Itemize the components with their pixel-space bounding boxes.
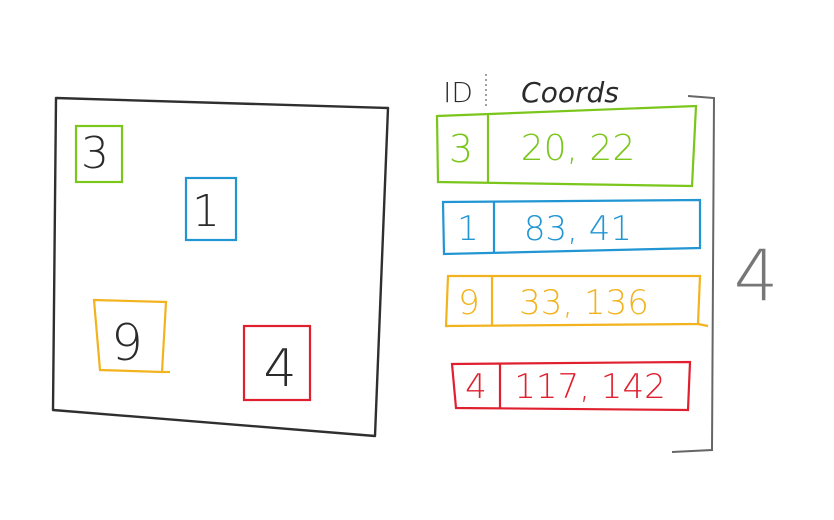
- row-id-cell: 4: [465, 367, 487, 407]
- canvas-box-3: 3: [74, 124, 124, 184]
- table-row: 3 20, 22: [435, 104, 698, 188]
- row-coords-cell: 20, 22: [521, 128, 636, 169]
- row-coords-cell: 33, 136: [519, 283, 649, 323]
- canvas-box-3-label: 3: [81, 128, 109, 179]
- canvas-box-4: 4: [242, 324, 312, 402]
- count-bracket: [671, 95, 716, 453]
- table-row: 1 83, 41: [441, 198, 702, 256]
- row-coords-cell: 83, 41: [524, 209, 632, 249]
- coords-column-header: Coords: [521, 76, 619, 109]
- canvas-box-9-label: 9: [111, 314, 143, 372]
- total-count: 4: [734, 235, 779, 317]
- canvas-box-1: 1: [184, 176, 238, 242]
- row-id-cell: 3: [449, 127, 473, 171]
- row-coords-cell: 117, 142: [514, 367, 665, 407]
- table-row: 4 117, 142: [450, 360, 692, 412]
- row-id-cell: 9: [458, 283, 480, 323]
- id-column-header: ID: [443, 76, 473, 109]
- canvas-box-9: 9: [92, 298, 170, 374]
- canvas-box-4-label: 4: [263, 339, 296, 399]
- canvas-box-1-label: 1: [192, 186, 220, 237]
- row-id-cell: 1: [457, 209, 479, 249]
- canvas-frame: [51, 96, 390, 438]
- table-row: 9 33, 136: [444, 274, 709, 328]
